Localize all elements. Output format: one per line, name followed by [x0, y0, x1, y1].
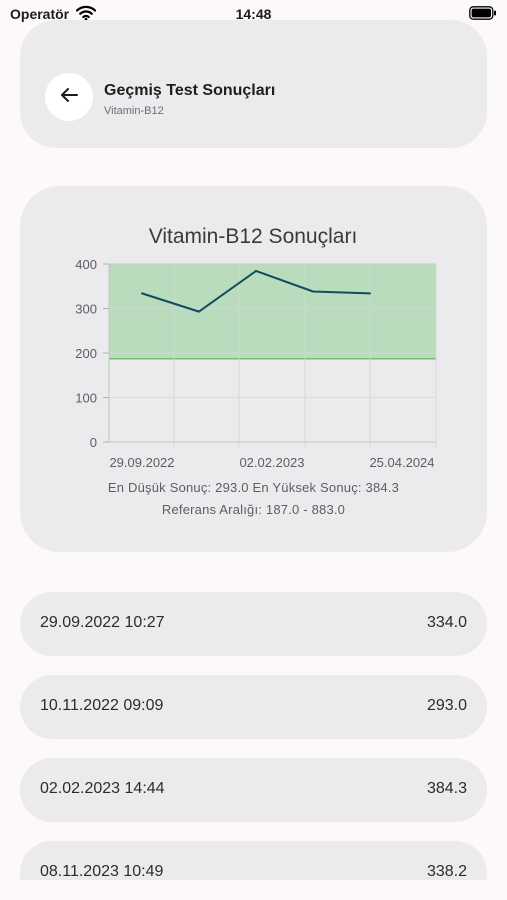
- reference-band: [109, 264, 436, 359]
- y-tick-label: 300: [75, 302, 97, 317]
- data-point: [255, 269, 257, 272]
- results-chart: Vitamin-B12 Sonuçları 0 100 200 300 400 29.09.…: [75, 225, 437, 470]
- result-row[interactable]: 08.11.2023 10:49 338.2: [20, 841, 487, 880]
- results-list: 29.09.2022 10:27 334.0 10.11.2022 09:09 …: [20, 592, 487, 880]
- result-value: 384.3: [426, 780, 467, 797]
- page-subtitle: Vitamin-B12: [104, 105, 164, 117]
- result-value: 334.0: [426, 614, 467, 631]
- x-tick-label: 29.09.2022: [109, 455, 174, 470]
- arrow-left-icon: [58, 84, 80, 111]
- clock: 14:48: [235, 6, 272, 22]
- result-row[interactable]: 02.02.2023 14:44 384.3: [20, 758, 487, 822]
- y-tick-label: 400: [75, 257, 97, 272]
- header-card: Geçmiş Test Sonuçları Vitamin-B12: [20, 20, 487, 148]
- chart-card: Vitamin-B12 Sonuçları 0 100 200 300 400 29.09.…: [20, 186, 487, 552]
- result-row[interactable]: 29.09.2022 10:27 334.0: [20, 592, 487, 656]
- data-point: [369, 292, 371, 295]
- status-bar: Operatör 14:48: [0, 0, 507, 28]
- page-title: Geçmiş Test Sonuçları: [104, 82, 276, 99]
- result-date: 02.02.2023 14:44: [40, 780, 165, 797]
- x-tick-label: 25.04.2024: [369, 455, 434, 470]
- result-date: 08.11.2023 10:49: [40, 863, 164, 880]
- wifi-icon: [75, 5, 97, 26]
- y-tick-label: 0: [90, 435, 97, 450]
- chart-title: Vitamin-B12 Sonuçları: [149, 225, 358, 248]
- carrier-label: Operatör: [10, 6, 70, 22]
- data-point: [141, 292, 143, 295]
- result-date: 29.09.2022 10:27: [40, 614, 165, 631]
- y-tick-label: 100: [75, 391, 97, 406]
- x-tick-label: 02.02.2023: [239, 455, 304, 470]
- back-button[interactable]: [45, 73, 93, 121]
- reference-range: Referans Aralığı: 187.0 - 883.0: [161, 502, 346, 517]
- data-point: [198, 310, 200, 313]
- result-value: 338.2: [426, 863, 467, 880]
- y-tick-label: 200: [75, 346, 97, 361]
- result-value: 293.0: [426, 697, 467, 714]
- result-date: 10.11.2022 09:09: [40, 697, 164, 714]
- result-row[interactable]: 10.11.2022 09:09 293.0: [20, 675, 487, 739]
- min-max-summary: En Düşük Sonuç: 293.0 En Yüksek Sonuç: 3…: [107, 480, 400, 495]
- data-point: [312, 290, 314, 293]
- battery-icon: [469, 6, 497, 25]
